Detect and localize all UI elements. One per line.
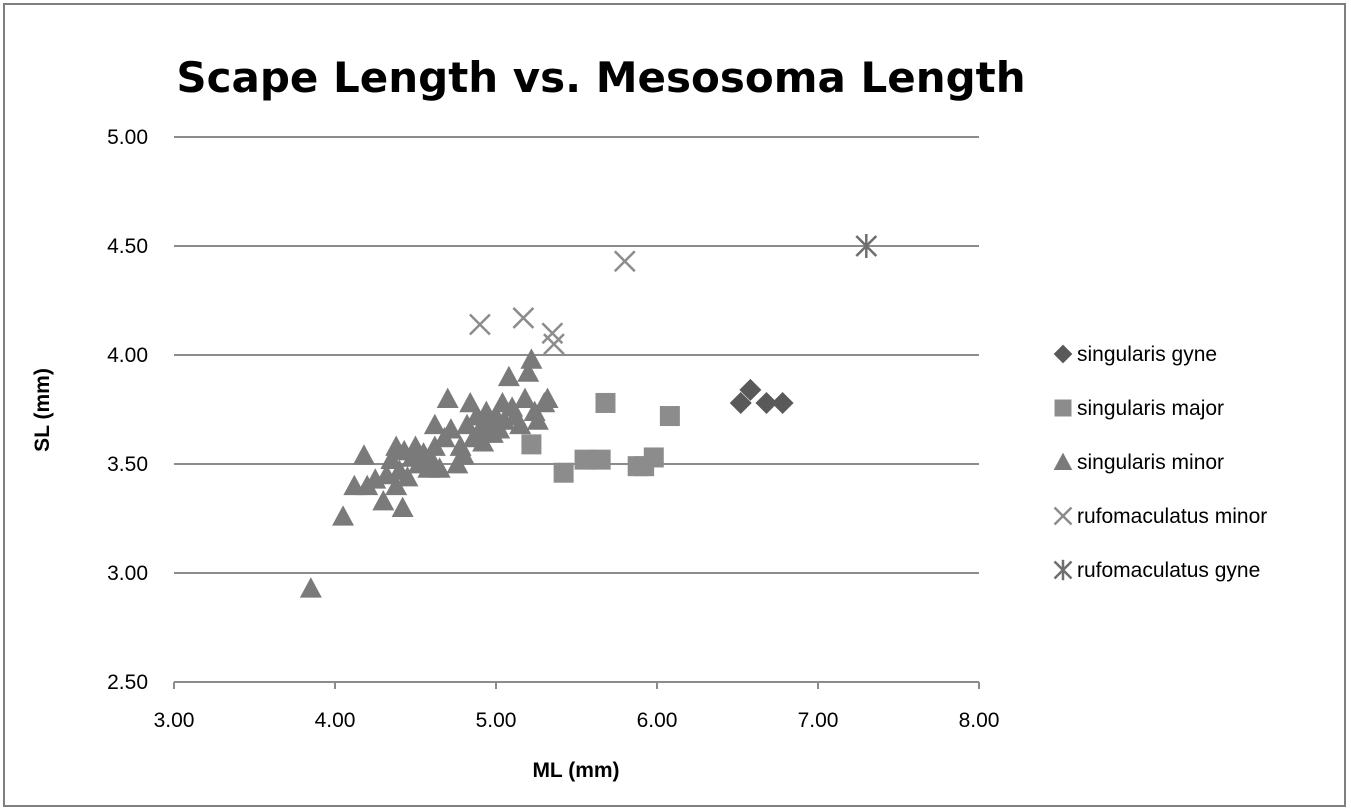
data-point (521, 434, 542, 455)
data-point (512, 307, 535, 329)
x-axis-title: ML (mm) (532, 759, 619, 782)
data-point (428, 457, 451, 478)
x-tick-labels: 3.00 4.00 5.00 6.00 7.00 8.00 (154, 682, 1000, 732)
data-point (659, 406, 680, 427)
data-point (553, 462, 574, 483)
legend-marker (1053, 344, 1073, 364)
legend-item: singularis major (1054, 397, 1224, 420)
chart-title: Scape Length vs. Mesosoma Length (176, 53, 1025, 102)
legend-item: singularis gyne (1053, 343, 1217, 366)
x-tick-label: 5.00 (476, 709, 517, 732)
data-point (439, 418, 462, 439)
gridlines (174, 136, 979, 574)
x-tick-label: 6.00 (637, 709, 678, 732)
data-point (452, 444, 475, 465)
data-point (513, 387, 536, 408)
y-tick-label: 4.00 (107, 344, 148, 367)
legend-marker (1053, 452, 1073, 470)
data-point (643, 447, 664, 468)
data-point (771, 391, 794, 414)
y-axis-title: SL (mm) (31, 368, 54, 452)
data-points (299, 234, 878, 598)
legend-label: singularis minor (1077, 451, 1224, 474)
x-tick-label: 7.00 (798, 709, 839, 732)
data-point (755, 391, 778, 414)
data-point (595, 392, 616, 413)
data-point (536, 387, 559, 408)
legend-label: singularis major (1077, 397, 1224, 420)
data-point (509, 413, 532, 435)
y-tick-label: 3.50 (107, 453, 148, 476)
y-tick-label: 2.50 (107, 671, 148, 694)
legend-item: singularis minor (1053, 451, 1224, 474)
y-tick-label: 5.00 (107, 126, 148, 149)
legend-item: rufomaculatus gyne (1053, 559, 1260, 582)
data-point (423, 413, 446, 435)
data-point (729, 391, 752, 414)
y-tick-label: 3.00 (107, 562, 148, 585)
legend-label: singularis gyne (1077, 343, 1217, 366)
data-point (469, 313, 491, 336)
data-point (855, 234, 878, 258)
x-tick-label: 8.00 (959, 709, 1000, 732)
data-point (385, 474, 408, 496)
y-tick-label: 4.50 (107, 235, 148, 258)
data-point (526, 409, 549, 430)
data-point (352, 444, 375, 465)
data-point (396, 466, 419, 487)
data-point (543, 333, 565, 355)
data-point (380, 448, 403, 469)
data-point (391, 496, 414, 517)
legend-label: rufomaculatus minor (1077, 505, 1267, 528)
data-point (372, 490, 395, 511)
data-point (613, 250, 636, 273)
legend-marker (1053, 559, 1073, 581)
legend-marker (1053, 506, 1073, 526)
data-point (497, 365, 520, 387)
y-tick-labels: 2.50 3.00 3.50 4.00 4.50 5.00 (107, 126, 148, 694)
data-point (299, 577, 322, 598)
legend: singularis gyne singularis major singulari… (1053, 343, 1267, 582)
legend-marker (1054, 399, 1072, 417)
data-point (436, 387, 459, 408)
legend-item: rufomaculatus minor (1053, 505, 1267, 528)
data-point (332, 505, 355, 526)
legend-label: rufomaculatus gyne (1077, 559, 1260, 582)
data-point (520, 348, 543, 369)
data-point (574, 449, 595, 470)
x-tick-label: 3.00 (154, 709, 195, 732)
data-point (517, 361, 540, 382)
x-tick-label: 4.00 (315, 709, 356, 732)
data-point (739, 378, 762, 401)
data-point (590, 449, 611, 470)
